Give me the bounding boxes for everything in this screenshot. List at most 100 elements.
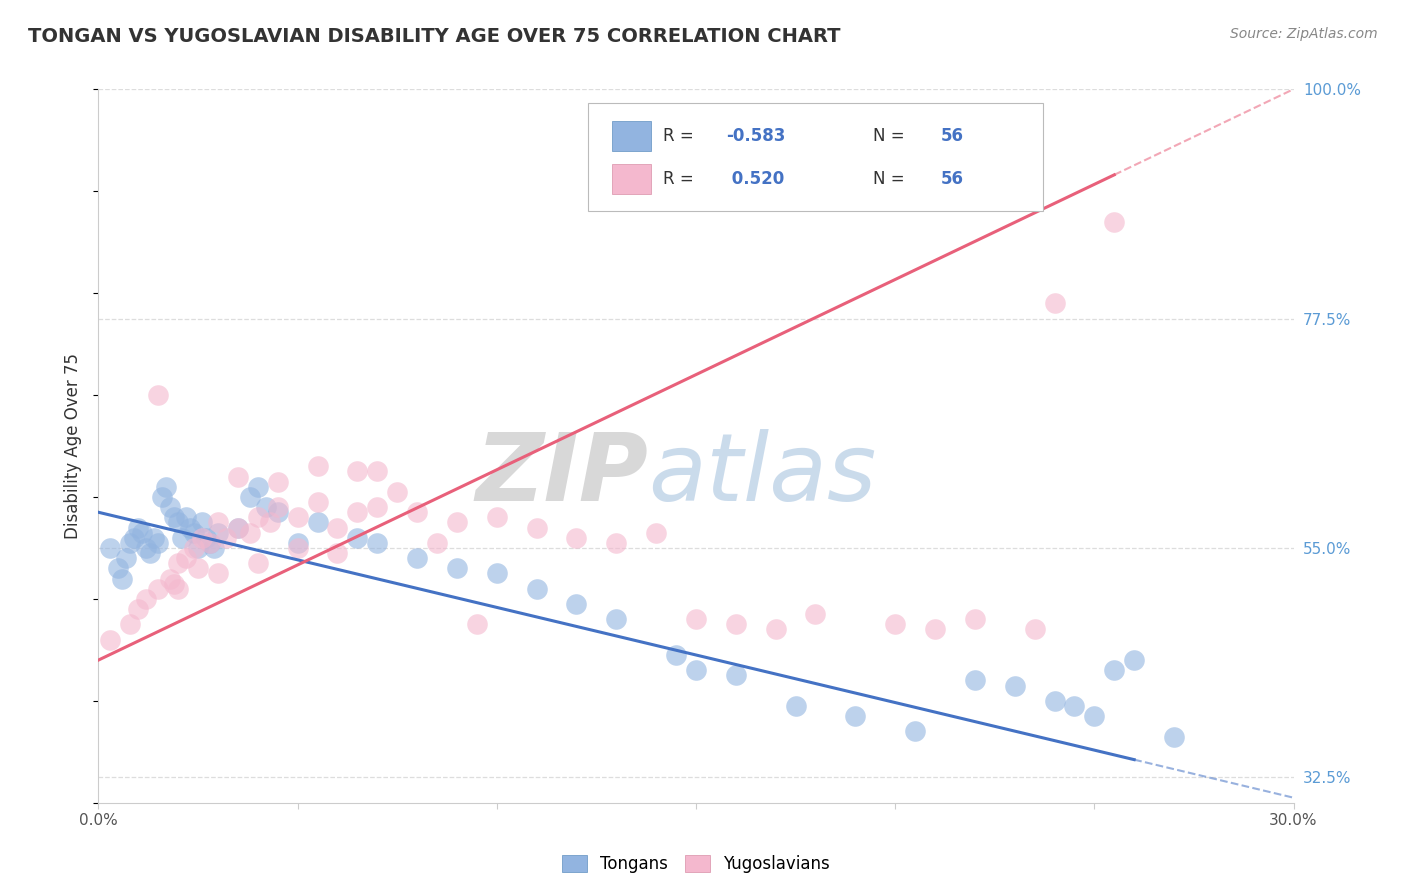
Point (183, 541, 205, 555)
Point (246, 480, 269, 494)
Point (226, 469, 249, 483)
Point (446, 561, 468, 575)
Point (135, 541, 157, 555)
Point (139, 546, 162, 560)
Point (1104, 663, 1126, 677)
Point (685, 663, 707, 677)
Point (267, 505, 290, 519)
Point (267, 475, 290, 489)
Point (207, 516, 229, 530)
Point (226, 520, 249, 534)
Point (98, 632, 122, 647)
Point (183, 525, 205, 540)
Point (1083, 709, 1105, 723)
Point (685, 612, 707, 626)
Point (1104, 215, 1126, 229)
Legend: Tongans, Yugoslavians: Tongans, Yugoslavians (555, 848, 837, 880)
Point (191, 516, 214, 530)
Point (426, 536, 449, 550)
Point (724, 668, 747, 682)
Point (963, 673, 986, 688)
Point (111, 572, 134, 586)
FancyBboxPatch shape (613, 121, 651, 152)
Point (143, 531, 166, 545)
Point (167, 582, 190, 596)
Point (385, 484, 409, 499)
Text: R =: R = (662, 170, 699, 188)
Point (346, 465, 368, 479)
Point (645, 525, 668, 540)
Point (1024, 623, 1046, 637)
Point (665, 648, 688, 662)
Point (465, 617, 488, 632)
Point (120, 617, 142, 632)
Point (167, 516, 190, 530)
Point (187, 561, 209, 575)
Text: TONGAN VS YUGOSLAVIAN DISABILITY AGE OVER 75 CORRELATION CHART: TONGAN VS YUGOSLAVIAN DISABILITY AGE OVE… (28, 27, 841, 45)
Point (167, 556, 190, 570)
Point (163, 510, 186, 524)
Text: atlas: atlas (648, 429, 876, 520)
Point (215, 531, 238, 545)
Point (124, 531, 146, 545)
Point (267, 500, 290, 515)
Point (346, 505, 368, 519)
Point (159, 500, 181, 515)
Point (346, 531, 368, 545)
Point (120, 536, 142, 550)
Point (131, 525, 153, 540)
Point (785, 698, 807, 713)
Point (195, 531, 218, 545)
Text: 56: 56 (941, 170, 965, 188)
Point (287, 536, 309, 550)
Point (366, 465, 388, 479)
Point (226, 520, 249, 534)
Point (155, 480, 177, 494)
Point (179, 520, 201, 534)
FancyBboxPatch shape (588, 103, 1043, 211)
Point (446, 516, 468, 530)
Text: R =: R = (662, 128, 699, 145)
Text: Source: ZipAtlas.com: Source: ZipAtlas.com (1230, 27, 1378, 41)
Point (202, 541, 225, 555)
Point (526, 520, 548, 534)
Point (198, 536, 221, 550)
Point (326, 546, 349, 560)
Point (406, 551, 429, 566)
Point (366, 500, 388, 515)
Point (150, 490, 173, 504)
Point (1123, 653, 1146, 667)
Point (127, 602, 149, 616)
Text: N =: N = (873, 128, 910, 145)
Point (174, 510, 197, 524)
Text: 0.520: 0.520 (725, 170, 785, 188)
Point (207, 566, 229, 581)
Point (844, 709, 866, 723)
Point (163, 576, 186, 591)
Point (148, 388, 170, 402)
Point (174, 551, 197, 566)
Point (172, 531, 194, 545)
Point (924, 623, 946, 637)
Point (246, 510, 269, 524)
FancyBboxPatch shape (613, 164, 651, 194)
Point (98, 541, 122, 555)
Point (526, 582, 548, 596)
Point (159, 572, 181, 586)
Point (1043, 694, 1066, 708)
Text: 56: 56 (941, 128, 965, 145)
Point (307, 459, 329, 474)
Text: ZIP: ZIP (475, 428, 648, 521)
Point (239, 525, 262, 540)
Point (254, 500, 277, 515)
Point (963, 612, 986, 626)
Point (1163, 730, 1185, 744)
Point (246, 556, 269, 570)
Point (115, 551, 138, 566)
Point (287, 510, 309, 524)
Point (259, 516, 281, 530)
Point (287, 541, 309, 555)
Text: -0.583: -0.583 (725, 128, 785, 145)
Point (239, 490, 262, 504)
Point (485, 566, 508, 581)
